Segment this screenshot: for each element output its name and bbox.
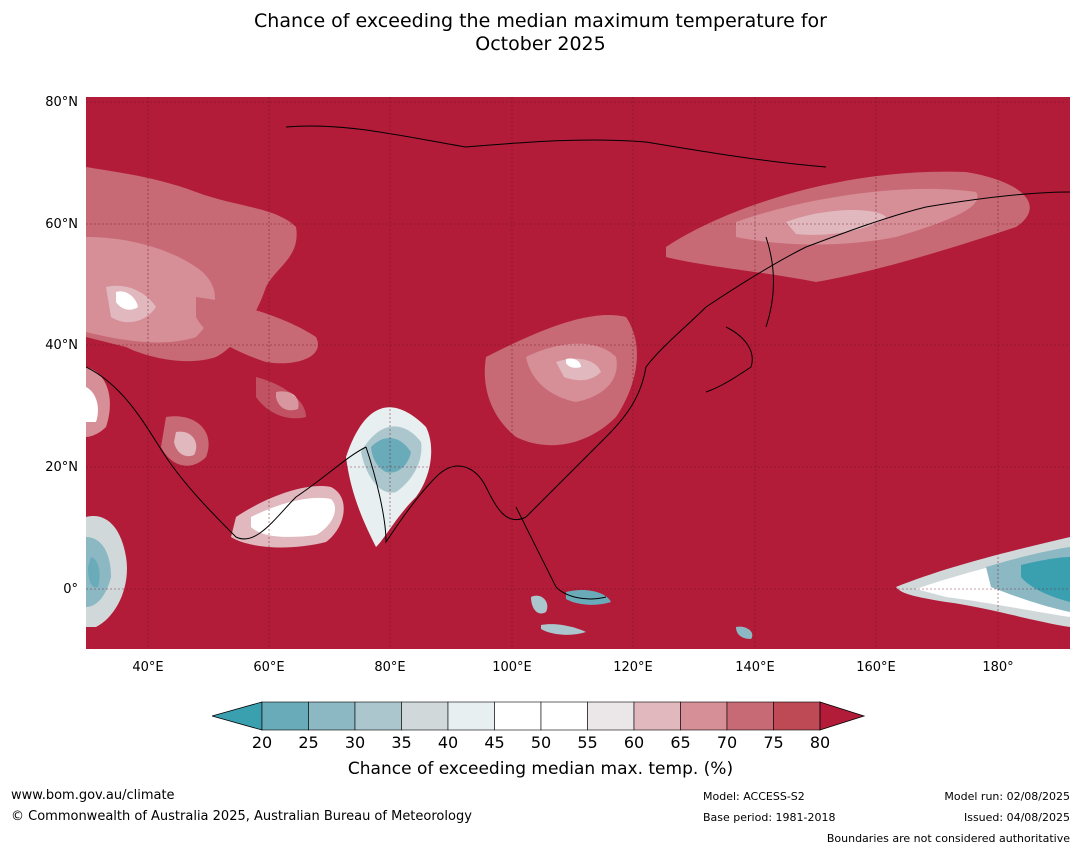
blue-region-india [346, 407, 432, 547]
colorbar-tick-label: 70 [716, 733, 738, 752]
colorbar-extend-low [212, 701, 263, 731]
colorbar-tick-label: 60 [623, 733, 645, 752]
model-run-text: Model run: 02/08/2025 [944, 790, 1070, 803]
probability-map [86, 97, 1070, 649]
colorbar-tick-label: 80 [809, 733, 831, 752]
colorbar-tick-label: 40 [437, 733, 459, 752]
colorbar-extend-high [819, 701, 866, 731]
pink-region-far-east [666, 171, 1030, 282]
title-line-1: Chance of exceeding the median maximum t… [254, 10, 827, 32]
colorbar-segment [354, 701, 402, 731]
lat-label-0: 0° [63, 582, 78, 597]
gridlines [86, 97, 1070, 649]
colorbar-segment [401, 701, 449, 731]
lat-label-40n: 40°N [45, 338, 78, 353]
colorbar-segment [633, 701, 681, 731]
colorbar-tick-label: 55 [577, 733, 598, 752]
pink-region-west [86, 167, 318, 364]
lon-label-140e: 140°E [735, 660, 775, 675]
blue-region-pacific [896, 537, 1070, 627]
colorbar-tick-label: 30 [344, 733, 366, 752]
lon-label-160e: 160°E [856, 660, 896, 675]
colorbar-tick-label: 65 [670, 733, 691, 752]
chart-title: Chance of exceeding the median maximum t… [0, 10, 1081, 56]
colorbar-segment [680, 701, 728, 731]
issued-text: Issued: 04/08/2025 [963, 811, 1070, 824]
white-region-arabian-sea [231, 486, 344, 548]
lat-label-80n: 80°N [45, 95, 78, 110]
colorbar-tick-label: 35 [391, 733, 412, 752]
colorbar-tick-label: 50 [530, 733, 552, 752]
base-period-text: Base period: 1981-2018 [703, 811, 836, 824]
title-line-2: October 2025 [475, 33, 606, 55]
colorbar-segment [308, 701, 356, 731]
colorbar [212, 701, 866, 731]
lon-label-40e: 40°E [132, 660, 164, 675]
blue-region-indonesia [531, 590, 753, 639]
lat-label-20n: 20°N [45, 460, 78, 475]
blue-region-africa [86, 516, 127, 627]
lon-label-60e: 60°E [253, 660, 285, 675]
lon-label-180: 180° [982, 660, 1014, 675]
colorbar-tick-label: 45 [484, 733, 505, 752]
colorbar-segment [261, 701, 309, 731]
copyright-text: © Commonwealth of Australia 2025, Austra… [11, 809, 472, 824]
pink-region-china [484, 315, 637, 446]
lon-label-80e: 80°E [374, 660, 406, 675]
colorbar-segment [494, 701, 542, 731]
model-text: Model: ACCESS-S2 [703, 790, 805, 803]
lon-label-100e: 100°E [492, 660, 532, 675]
colorbar-segment [773, 701, 821, 731]
pink-region-arabia [86, 367, 306, 466]
colorbar-tick-label: 75 [763, 733, 784, 752]
colorbar-tick-label: 20 [251, 733, 273, 752]
colorbar-tick-label: 25 [298, 733, 319, 752]
colorbar-segment [540, 701, 588, 731]
boundaries-note: Boundaries are not considered authoritat… [826, 832, 1070, 845]
colorbar-segment [587, 701, 635, 731]
colorbar-label: Chance of exceeding median max. temp. (%… [347, 759, 734, 779]
lon-label-120e: 120°E [613, 660, 653, 675]
website-link[interactable]: www.bom.gov.au/climate [11, 788, 175, 803]
colorbar-segment [726, 701, 774, 731]
lat-label-60n: 60°N [45, 217, 78, 232]
colorbar-segment [447, 701, 495, 731]
